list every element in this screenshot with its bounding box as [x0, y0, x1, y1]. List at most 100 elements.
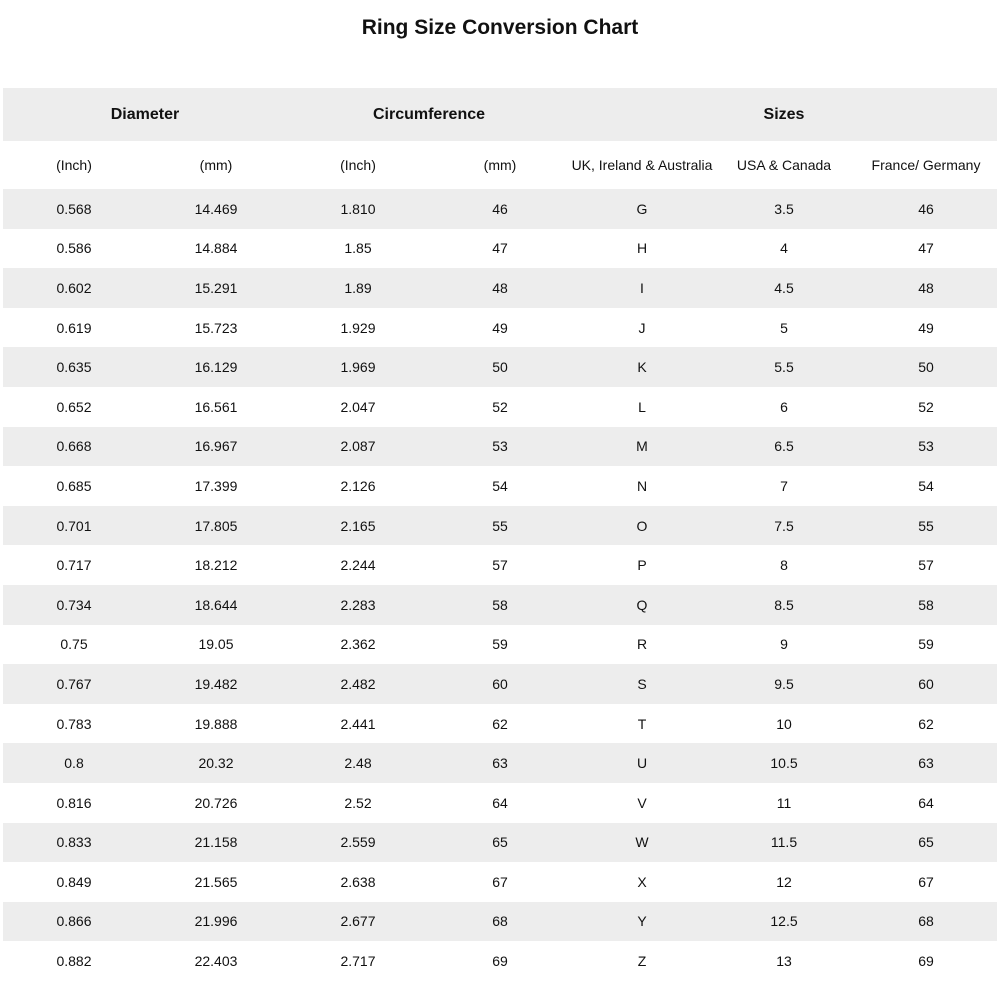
table-cell: 7	[780, 477, 788, 494]
table-cell: V	[637, 794, 647, 811]
table-cell: 0.568	[56, 200, 92, 217]
column-header: France/ Germany	[871, 156, 981, 173]
table-cell: 2.52	[344, 794, 372, 811]
table-cell: 57	[918, 557, 934, 574]
table-cell: Z	[637, 953, 647, 970]
table-cell: G	[636, 200, 648, 217]
table-cell: K	[637, 359, 647, 376]
table-row: 0.668 16.967 2.087 53 M 6.5 53	[3, 426, 997, 467]
column-header-row: (Inch) (mm) (Inch) (mm) UK, Ireland & Au…	[3, 141, 997, 189]
table-cell: 62	[918, 715, 934, 732]
table-cell: O	[636, 517, 648, 534]
table-cell: 64	[492, 794, 508, 811]
table-row: 0.734 18.644 2.283 58 Q 8.5 58	[3, 584, 997, 625]
table-cell: 2.559	[340, 834, 376, 851]
table-cell: 20.32	[198, 755, 234, 772]
table-cell: 48	[918, 279, 934, 296]
table-cell: 69	[492, 953, 508, 970]
table-cell: S	[637, 675, 647, 692]
table-cell: 47	[492, 240, 508, 257]
table-cell: 65	[492, 834, 508, 851]
table-cell: 4	[780, 240, 788, 257]
table-cell: 49	[918, 319, 934, 336]
table-cell: 47	[918, 240, 934, 257]
table-cell: 68	[918, 913, 934, 930]
table-row: 0.783 19.888 2.441 62 T 10 62	[3, 704, 997, 744]
table-cell: 52	[918, 398, 934, 415]
table-row: 0.685 17.399 2.126 54 N 7 54	[3, 466, 997, 506]
column-header: USA & Canada	[736, 156, 832, 173]
table-body: 0.568 14.469 1.810 46 G 3.5 46 0.586 14.884 1.85 4…	[3, 189, 997, 981]
table-cell: N	[636, 477, 648, 494]
table-cell: 0.734	[56, 596, 92, 613]
table-cell: 0.75	[60, 636, 88, 653]
table-cell: 16.129	[194, 359, 238, 376]
table-cell: 0.767	[56, 675, 92, 692]
table-cell: 10.5	[770, 755, 798, 772]
table-cell: 46	[492, 200, 508, 217]
table-row: 0.8 20.32 2.48 63 U 10.5 63	[3, 743, 997, 783]
table-cell: 55	[492, 517, 508, 534]
table-cell: 5.5	[774, 359, 794, 376]
table-cell: 49	[492, 319, 508, 336]
table-row: 0.767 19.482 2.482 60 S 9.5 60	[3, 664, 997, 704]
table-cell: 2.126	[340, 477, 376, 494]
table-cell: 0.701	[56, 517, 92, 534]
table-cell: 0.849	[56, 873, 92, 890]
table-row: 0.568 14.469 1.810 46 G 3.5 46	[3, 189, 997, 229]
table-cell: 50	[918, 359, 934, 376]
table-row: 0.701 17.805 2.165 55 O 7.5 55	[3, 505, 997, 546]
table-cell: 6.5	[774, 438, 794, 455]
table-cell: 63	[492, 755, 508, 772]
table-cell: 0.602	[56, 279, 92, 296]
table-cell: 8.5	[774, 596, 794, 613]
table-cell: 0.635	[56, 359, 92, 376]
table-cell: 2.638	[340, 873, 376, 890]
table-cell: 0.866	[56, 913, 92, 930]
table-cell: P	[637, 557, 647, 574]
table-cell: 9.5	[774, 675, 794, 692]
table-cell: X	[637, 873, 647, 890]
table-cell: Y	[637, 913, 647, 930]
column-header: UK, Ireland & Australia	[571, 156, 713, 173]
table-cell: 5	[780, 319, 788, 336]
table-cell: 9	[780, 636, 788, 653]
table-cell: 59	[492, 636, 508, 653]
table-row: 0.635 16.129 1.969 50 K 5.5 50	[3, 347, 997, 387]
table-cell: 2.717	[340, 953, 376, 970]
group-header-diameter: Diameter	[110, 105, 180, 123]
table-cell: M	[636, 438, 648, 455]
table-cell: 63	[918, 755, 934, 772]
table-cell: 4.5	[774, 279, 794, 296]
group-header-sizes: Sizes	[763, 105, 805, 123]
table-cell: R	[636, 636, 648, 653]
table-cell: 2.677	[340, 913, 376, 930]
table-row: 0.602 15.291 1.89 48 I 4.5 48	[3, 268, 997, 308]
table-cell: 2.48	[344, 755, 372, 772]
table-cell: 50	[492, 359, 508, 376]
table-cell: 2.482	[340, 675, 376, 692]
table-cell: J	[638, 319, 646, 336]
table-cell: 15.291	[194, 279, 238, 296]
table-cell: 21.996	[194, 913, 238, 930]
table-cell: 2.441	[340, 715, 376, 732]
table-cell: 11	[776, 794, 792, 811]
table-cell: 46	[918, 200, 934, 217]
table-cell: 2.362	[340, 636, 376, 653]
table-cell: 16.967	[194, 438, 238, 455]
table-row: 0.849 21.565 2.638 67 X 12 67	[3, 862, 997, 902]
table-cell: 16.561	[194, 398, 238, 415]
table-cell: U	[636, 755, 648, 772]
table-cell: 18.644	[194, 596, 238, 613]
table-cell: 1.85	[344, 240, 372, 257]
table-cell: 62	[492, 715, 508, 732]
table-cell: 1.969	[340, 359, 376, 376]
table-cell: 69	[918, 953, 934, 970]
table-cell: 59	[918, 636, 934, 653]
table-row: 0.882 22.403 2.717 69 Z 13 69	[3, 941, 997, 981]
table-row: 0.717 18.212 2.244 57 P 8 57	[3, 545, 997, 585]
table-cell: 0.586	[56, 240, 92, 257]
table-cell: 15.723	[194, 319, 238, 336]
table-cell: 58	[918, 596, 934, 613]
table-cell: 19.888	[194, 715, 238, 732]
